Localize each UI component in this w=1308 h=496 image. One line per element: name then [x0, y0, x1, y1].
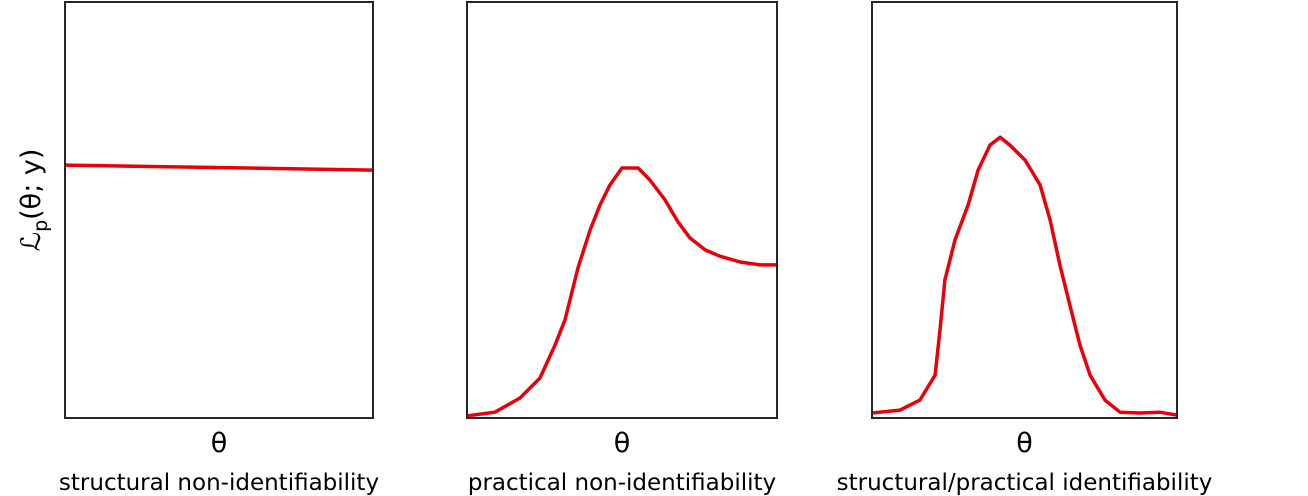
x-axis-label: θ [614, 428, 631, 459]
line [65, 163, 373, 172]
plot [872, 135, 1177, 417]
caption: practical non-identifiability [468, 470, 776, 496]
x-axis-label: θ [211, 428, 228, 459]
y-axis-label: ℒp(θ; y) [16, 149, 52, 252]
y-label-rest: (θ; y) [16, 149, 47, 220]
x-axis-label: θ [1016, 428, 1033, 459]
caption: structural/practical identifiability [837, 470, 1213, 496]
caption: structural non-identifiability [59, 470, 379, 496]
plot [467, 166, 777, 418]
line [467, 166, 777, 418]
frame [871, 1, 1178, 419]
frame [64, 1, 374, 419]
y-label-sub: p [30, 220, 52, 232]
line [872, 135, 1177, 417]
plot [65, 163, 373, 172]
frame [466, 1, 778, 419]
y-label-main: ℒ [16, 232, 47, 251]
